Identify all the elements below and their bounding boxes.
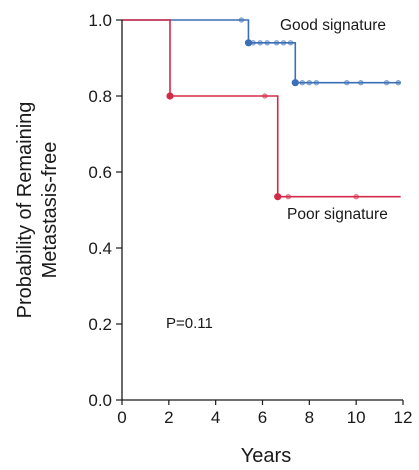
y-axis-title-line2: Metastasis-free [39,142,61,279]
censor-marker-good [280,40,287,46]
series-label-good: Good signature [280,17,386,34]
censor-marker-good [395,79,402,86]
series-label-poor: Poor signature [287,206,388,223]
x-tick-label: 8 [305,408,314,427]
censor-marker-good [344,79,350,86]
censor-marker-good [383,79,390,86]
censor-marker-good [313,79,320,86]
y-tick-label: 0.6 [88,163,112,182]
labels: Probability of Remaining Metastasis-free… [14,17,388,467]
censor-marker-good [273,40,280,46]
censor-marker-poor [262,93,268,99]
series-line-poor [122,19,401,198]
censor-marker-good [306,79,313,86]
censor-marker-poor [353,193,359,200]
event-marker-good [244,39,253,47]
y-axis-title-line1: Probability of Remaining [14,102,36,319]
plot-area [122,17,402,201]
x-axis-title: Years [241,445,291,467]
x-tick-label: 12 [394,408,413,427]
event-marker-good [291,79,299,87]
censor-marker-poor [285,193,291,200]
censor-marker-good [238,17,245,23]
x-tick-label: 10 [347,408,366,427]
y-tick-label: 1.0 [88,11,112,30]
y-tick-label: 0.2 [88,315,112,334]
x-tick-label: 4 [211,408,220,427]
x-tick-label: 2 [164,408,173,427]
censor-marker-good [358,79,364,86]
censor-marker-good [299,79,306,86]
y-tick-label: 0.0 [88,391,112,410]
censor-marker-good [287,40,294,46]
y-tick-label: 0.4 [88,239,112,258]
x-tick-label: 0 [117,408,126,427]
p-value-annotation: P=0.11 [166,315,213,332]
axes: 0 2 4 6 8 10 12 0.0 0.2 0.4 0.6 0.8 1.0 [88,11,412,427]
event-marker-poor [166,92,174,100]
event-marker-poor [274,193,282,201]
x-tick-label: 6 [258,408,267,427]
censor-marker-good [257,40,263,46]
y-tick-label: 0.8 [88,87,112,106]
censor-marker-good [264,40,270,46]
series-line-good [122,19,401,84]
